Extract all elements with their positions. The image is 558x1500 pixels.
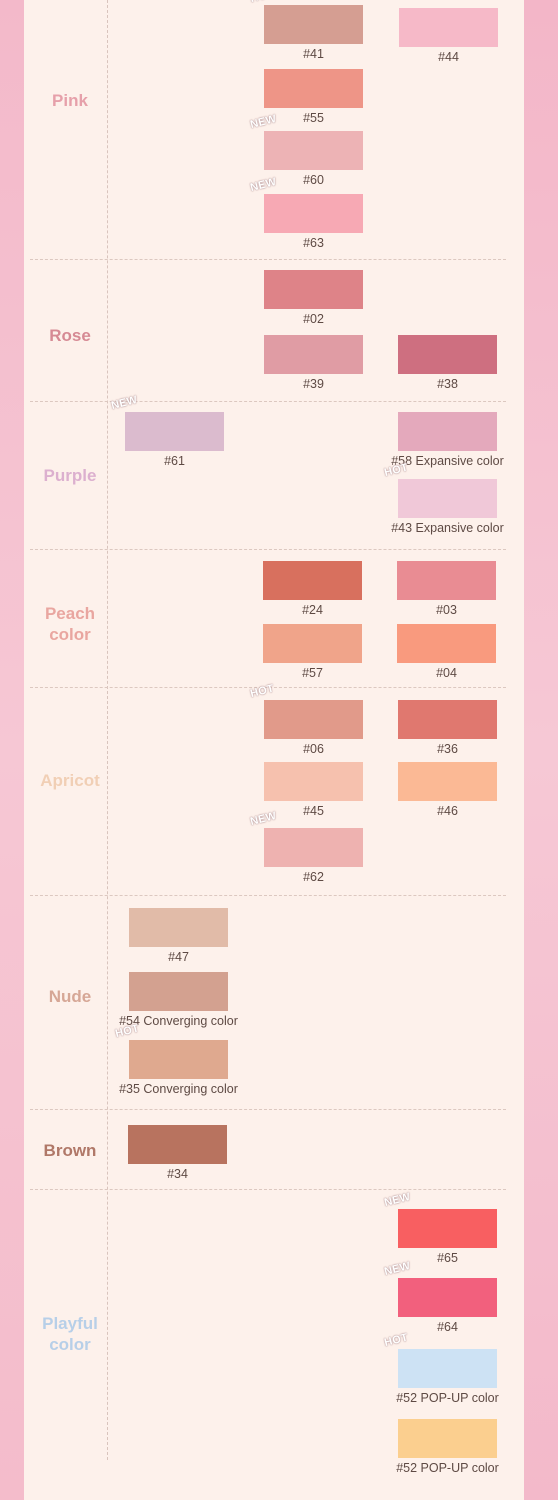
swatch-label: #35 Converging color	[119, 1082, 238, 1096]
color-swatch	[398, 1349, 497, 1388]
swatch-label: #52 POP-UP color	[396, 1461, 499, 1475]
color-swatch	[398, 762, 497, 801]
swatch-label: #41	[303, 47, 324, 61]
swatch-label: #24	[302, 603, 323, 617]
swatch-label: #43 Expansive color	[391, 521, 504, 535]
color-swatch	[398, 1278, 497, 1317]
hot-badge: HOT	[383, 1331, 410, 1349]
color-swatch	[264, 69, 363, 108]
color-swatch	[398, 700, 497, 739]
swatch-label: #34	[167, 1167, 188, 1181]
color-swatch	[129, 972, 228, 1011]
swatch-label: #61	[164, 454, 185, 468]
color-swatch	[125, 412, 224, 451]
category-separator	[30, 549, 506, 550]
color-swatch	[264, 335, 363, 374]
swatch-label: #04	[436, 666, 457, 680]
color-swatch	[397, 561, 496, 600]
color-swatch	[264, 5, 363, 44]
category-label: Rose	[49, 325, 91, 345]
new-badge: NEW	[110, 393, 139, 412]
swatch-label: #36	[437, 742, 458, 756]
swatch-label: #02	[303, 312, 324, 326]
swatch-label: #64	[437, 1320, 458, 1334]
color-swatch	[398, 335, 497, 374]
color-swatch	[264, 828, 363, 867]
swatch-label: #63	[303, 236, 324, 250]
color-swatch	[263, 561, 362, 600]
category-label: Playful color	[42, 1314, 98, 1354]
swatch-label: #46	[437, 804, 458, 818]
category-label: Brown	[43, 1140, 97, 1160]
category-separator	[30, 401, 506, 402]
color-swatch	[264, 194, 363, 233]
color-swatch	[129, 908, 228, 947]
left-pink-border	[0, 0, 24, 1500]
category-label: Pink	[52, 90, 88, 110]
category-separator	[30, 1109, 506, 1110]
new-badge: NEW	[383, 1190, 412, 1209]
swatch-label: #65	[437, 1251, 458, 1265]
swatch-label: #47	[168, 950, 189, 964]
color-swatch	[264, 131, 363, 170]
category-separator	[30, 687, 506, 688]
swatch-label: #58 Expansive color	[391, 454, 504, 468]
color-swatch	[264, 762, 363, 801]
swatch-label: #55	[303, 111, 324, 125]
color-swatch	[263, 624, 362, 663]
hot-badge: HOT	[249, 682, 276, 700]
color-swatch	[264, 270, 363, 309]
color-swatch	[129, 1040, 228, 1079]
color-swatch	[264, 700, 363, 739]
swatch-label: #45	[303, 804, 324, 818]
color-swatch	[398, 1419, 497, 1458]
color-swatch	[398, 412, 497, 451]
swatch-label: #03	[436, 603, 457, 617]
swatch-label: #06	[303, 742, 324, 756]
color-swatch	[398, 479, 497, 518]
category-label: Nude	[48, 986, 92, 1006]
category-separator	[30, 1189, 506, 1190]
swatch-label: #39	[303, 377, 324, 391]
swatch-label: #44	[438, 50, 459, 64]
color-swatch	[397, 624, 496, 663]
category-label: Peach color	[44, 604, 96, 644]
color-swatch	[398, 1209, 497, 1248]
category-label: Apricot	[40, 770, 100, 790]
right-pink-border	[524, 0, 558, 1500]
swatch-label: #57	[302, 666, 323, 680]
swatch-label: #60	[303, 173, 324, 187]
category-column-divider	[107, 0, 108, 1460]
category-separator	[30, 259, 506, 260]
swatch-label: #38	[437, 377, 458, 391]
color-swatch	[128, 1125, 227, 1164]
color-swatch	[399, 8, 498, 47]
category-label: Purple	[43, 465, 97, 485]
category-separator	[30, 895, 506, 896]
swatch-label: #52 POP-UP color	[396, 1391, 499, 1405]
swatch-label: #54 Converging color	[119, 1014, 238, 1028]
swatch-label: #62	[303, 870, 324, 884]
